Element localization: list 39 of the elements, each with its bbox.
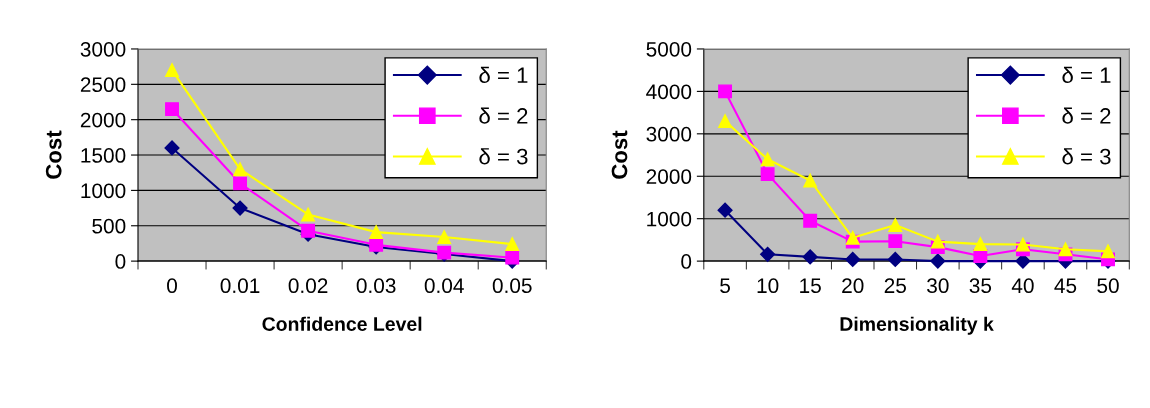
x-tick-label: 5 xyxy=(720,278,730,294)
y-tick-label: 2500 xyxy=(80,77,126,93)
x-tick-label: 0 xyxy=(167,278,177,294)
y-tick-label: 1000 xyxy=(81,183,126,199)
y-tick-label: 0 xyxy=(681,254,692,269)
x-tick-label: 0.04 xyxy=(424,278,464,294)
legend-label: δ = 1 xyxy=(1062,66,1111,84)
legend-label: δ = 2 xyxy=(479,107,528,124)
x-tick-label: 0.01 xyxy=(220,278,260,294)
x-tick-label: 35 xyxy=(969,278,992,294)
y-tick-label: 3000 xyxy=(646,126,692,142)
legend-label: δ = 2 xyxy=(1062,107,1111,124)
y-tick-label: 4000 xyxy=(646,84,692,100)
x-tick-label: 0.03 xyxy=(356,278,396,294)
x-axis-title: Dimensionality k xyxy=(840,316,994,335)
y-tick-label: 500 xyxy=(92,218,126,234)
x-tick-label: 45 xyxy=(1054,278,1077,294)
y-tick-label: 1000 xyxy=(647,211,692,227)
x-tick-label: 10 xyxy=(757,278,779,294)
y-axis-title: Cost xyxy=(611,130,628,179)
y-tick-label: 2000 xyxy=(80,112,126,128)
y-tick-label: 1500 xyxy=(81,148,126,163)
legend-label: δ = 3 xyxy=(1062,148,1111,165)
y-axis-title: Cost xyxy=(45,130,62,179)
x-tick-label: 40 xyxy=(1011,278,1034,294)
y-tick-label: 2000 xyxy=(646,169,692,185)
y-tick-label: 0 xyxy=(115,254,126,269)
legend-label: δ = 3 xyxy=(479,148,528,165)
y-tick-label: 3000 xyxy=(80,41,126,57)
x-tick-label: 20 xyxy=(842,278,864,294)
x-tick-label: 15 xyxy=(800,278,821,294)
x-tick-label: 0.05 xyxy=(492,278,532,294)
legend-label: δ = 1 xyxy=(479,66,528,84)
x-tick-label: 25 xyxy=(884,278,906,294)
x-tick-label: 30 xyxy=(927,278,949,294)
x-axis-title: Confidence Level xyxy=(262,316,422,331)
x-tick-label: 0.02 xyxy=(288,278,328,294)
x-tick-label: 50 xyxy=(1097,278,1119,294)
y-tick-label: 5000 xyxy=(646,41,692,57)
